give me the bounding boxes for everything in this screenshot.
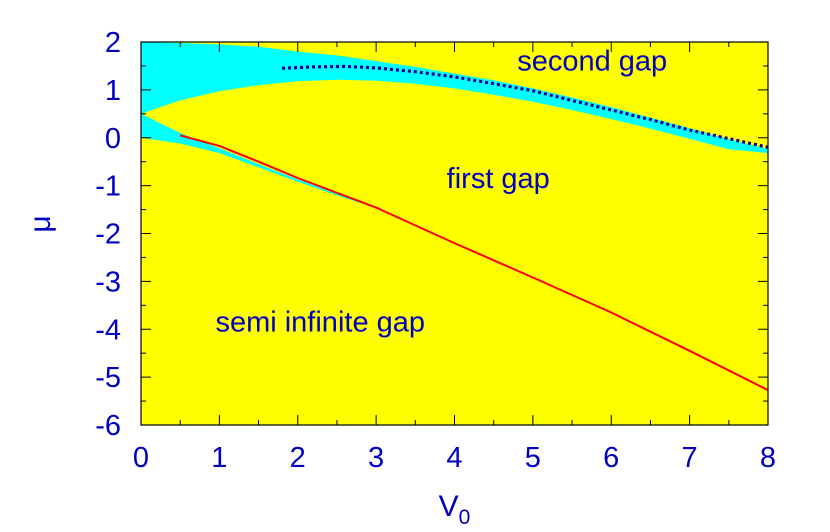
gap-background xyxy=(141,42,768,425)
y-tick-label: -2 xyxy=(95,219,121,251)
axis-ticks xyxy=(140,41,769,426)
x-tick-label: 8 xyxy=(760,442,776,474)
y-tick-label: 1 xyxy=(105,75,121,107)
axis-labels: 0 1 2 3 4 5 6 7 8 2 1 0 -1 -2 -3 -4 -5 -6 second gap first … xyxy=(24,27,776,529)
x-tick-label: 4 xyxy=(446,442,462,474)
y-tick-label: -3 xyxy=(95,266,121,298)
y-tick-label: 0 xyxy=(105,123,121,155)
x-tick-label: 1 xyxy=(211,442,227,474)
region-annotation: semi infinite gap xyxy=(215,307,425,339)
plot-area xyxy=(140,41,769,426)
x-axis-label-subscript: 0 xyxy=(459,506,471,529)
y-axis-label: μ xyxy=(24,215,57,232)
y-tick-label: -6 xyxy=(95,410,121,442)
y-tick-label: -4 xyxy=(95,314,121,346)
y-tick-label: -1 xyxy=(95,171,121,203)
band-region-1 xyxy=(141,42,768,154)
region-annotation: second gap xyxy=(517,46,667,78)
x-tick-label: 6 xyxy=(603,442,619,474)
x-tick-label: 3 xyxy=(368,442,384,474)
solid-curve xyxy=(179,134,769,391)
x-tick-label: 0 xyxy=(133,442,149,474)
y-tick-label: 2 xyxy=(105,27,121,59)
region-annotation: first gap xyxy=(447,163,550,195)
x-tick-label: 5 xyxy=(525,442,541,474)
dotted-curve xyxy=(282,64,769,149)
y-tick-label: -5 xyxy=(95,362,121,394)
x-tick-label: 2 xyxy=(290,442,306,474)
x-axis-label: V0 xyxy=(439,490,471,529)
x-axis-label-main: V xyxy=(439,490,459,523)
x-tick-label: 7 xyxy=(682,442,698,474)
